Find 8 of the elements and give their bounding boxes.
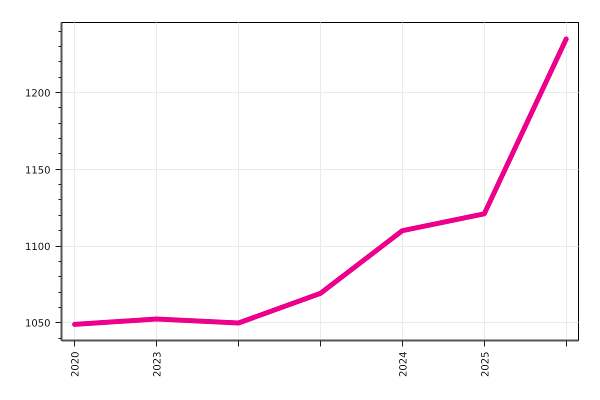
x-tick-label: 2020 — [70, 351, 82, 377]
y-tick-label: 1050 — [25, 318, 51, 330]
y-tick-label: 1100 — [25, 242, 51, 254]
y-tick-label: 1150 — [25, 165, 51, 176]
x-tick-label: 2025 — [480, 351, 492, 377]
x-tick-label: 2023 — [152, 351, 164, 377]
y-tick-label: 1200 — [25, 88, 51, 100]
x-tick-label: 2024 — [398, 351, 410, 377]
